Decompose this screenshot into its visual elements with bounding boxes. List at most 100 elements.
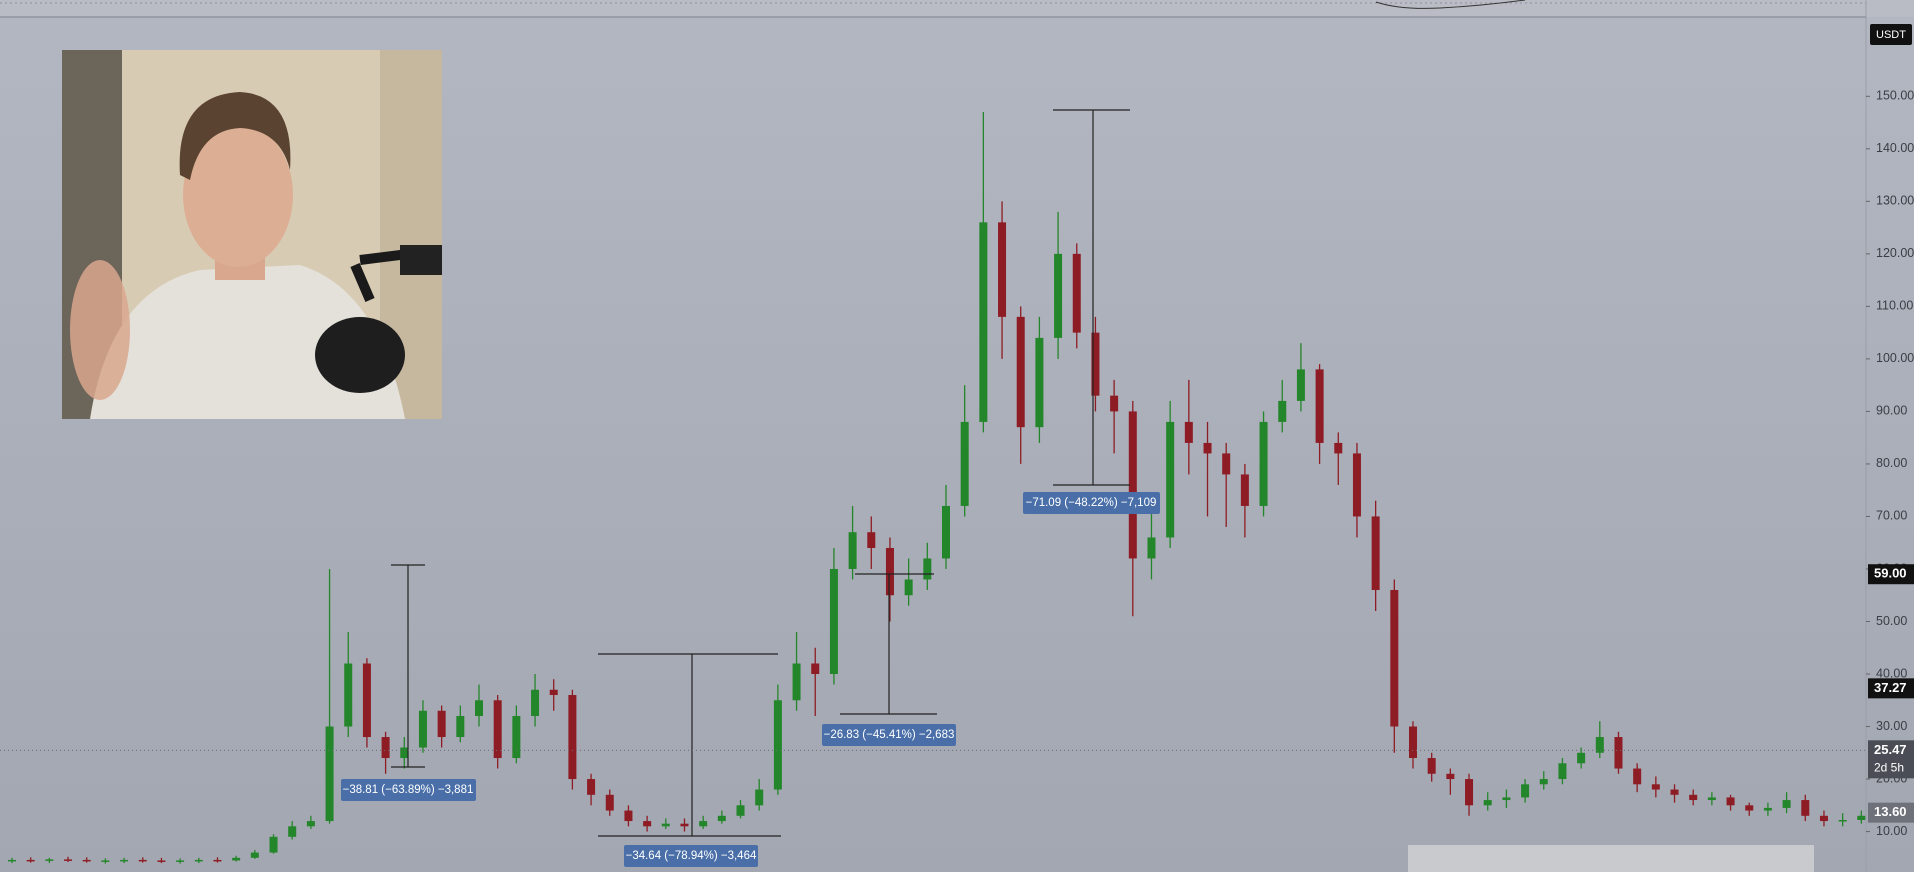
measure-lines — [391, 109, 1130, 837]
candle-body — [736, 805, 745, 816]
candle-body — [1502, 797, 1511, 801]
price-badge-label: 59.00 — [1874, 566, 1907, 581]
measure-boxes — [341, 492, 1160, 867]
candle-body — [45, 859, 54, 861]
candle-body — [456, 716, 465, 738]
candle-body — [624, 810, 633, 822]
y-tick-label: 50.00 — [1876, 614, 1907, 628]
candle-body — [1334, 442, 1343, 454]
candle-body — [288, 826, 297, 837]
candle-body — [1539, 779, 1548, 785]
candle-body — [979, 222, 988, 422]
candle-body — [1409, 726, 1417, 759]
candle-body — [8, 859, 16, 862]
candle-body — [1259, 421, 1268, 506]
candle-body — [1838, 820, 1847, 822]
measure-label: −38.81 (−63.89%) −3,881 — [343, 784, 474, 796]
candle-body — [1110, 395, 1119, 412]
bottom-panel — [1408, 845, 1814, 872]
candle-body — [120, 859, 129, 862]
candle-body — [194, 859, 203, 862]
candle-body — [157, 860, 166, 862]
candle-body — [1521, 784, 1530, 798]
candle-body — [1427, 758, 1436, 774]
candle-body — [1726, 797, 1735, 806]
candle-body — [867, 532, 876, 548]
price-badge — [1868, 740, 1914, 779]
price-badge — [1868, 564, 1914, 585]
candle-body — [26, 859, 35, 862]
price-badge — [1868, 802, 1914, 823]
candle-body — [531, 689, 540, 717]
candle-body — [1745, 805, 1754, 811]
candle-body — [475, 700, 483, 717]
candle-body — [829, 568, 838, 675]
candle-body — [325, 726, 334, 822]
candle-body — [1857, 815, 1866, 821]
candle-body — [1352, 453, 1361, 517]
currency-label: USDT — [1876, 29, 1906, 41]
candle-body — [755, 789, 764, 806]
candle-body — [1390, 589, 1399, 727]
candle-body — [605, 794, 614, 811]
measure-label: −34.64 (−78.94%) −3,464 — [626, 850, 757, 862]
candle-body — [1651, 784, 1660, 790]
candle-body — [1595, 737, 1604, 753]
candle-body — [1166, 421, 1175, 538]
y-tick-label: 120.00 — [1876, 246, 1914, 260]
candle-body — [923, 558, 932, 580]
candle-body — [717, 815, 726, 822]
candle-body — [1801, 800, 1810, 816]
measure-label: −71.09 (−48.22%) −7,109 — [1026, 497, 1157, 509]
candle-body — [904, 579, 913, 596]
candle-body — [1465, 779, 1474, 806]
price-badge-label: 37.27 — [1874, 680, 1907, 695]
candle-body — [306, 821, 315, 827]
candle-body — [213, 859, 222, 862]
candle-body — [1558, 763, 1567, 780]
candle-body — [1016, 316, 1025, 428]
candle-body — [960, 421, 969, 506]
candle-body — [1670, 789, 1679, 795]
candle-body — [1091, 332, 1100, 396]
candle-body — [1446, 773, 1455, 780]
candle-body — [1128, 411, 1137, 559]
candle-body — [362, 663, 371, 738]
candle-body — [1240, 474, 1249, 506]
y-tick-label: 130.00 — [1876, 194, 1914, 208]
y-tick-label: 100.00 — [1876, 351, 1914, 365]
candle-body — [437, 710, 446, 738]
top-mini-line — [1375, 0, 1526, 9]
candle-body — [1707, 797, 1716, 801]
webcam — [62, 50, 442, 419]
candle-body — [885, 547, 894, 596]
y-tick-label: 30.00 — [1876, 719, 1907, 733]
candle-body — [381, 737, 390, 759]
candle-body — [1072, 253, 1081, 333]
candle-body — [1203, 442, 1212, 454]
candle-body — [848, 532, 857, 569]
candle-body — [418, 710, 427, 748]
candle-body — [1278, 400, 1287, 422]
candle-body — [176, 860, 185, 862]
candle-body — [1763, 807, 1772, 811]
candle-body — [568, 695, 577, 780]
candle-body — [1035, 337, 1044, 428]
candle-body — [138, 859, 147, 862]
price-badge — [1868, 678, 1914, 699]
measure-label: −26.83 (−45.41%) −2,683 — [824, 729, 955, 741]
candle-body — [792, 663, 801, 701]
candle-body — [661, 823, 670, 827]
currency-badge — [1870, 24, 1912, 45]
top-strip — [0, 0, 1914, 17]
candle-body — [1184, 421, 1193, 443]
candle-body — [400, 747, 409, 759]
candle-body — [1782, 800, 1791, 808]
candle-body — [1614, 737, 1623, 769]
y-tick-label: 150.00 — [1876, 89, 1914, 103]
candle-body — [680, 823, 689, 827]
candle-body — [549, 689, 558, 696]
candle-body — [1819, 815, 1828, 822]
candle-body — [1483, 800, 1492, 806]
